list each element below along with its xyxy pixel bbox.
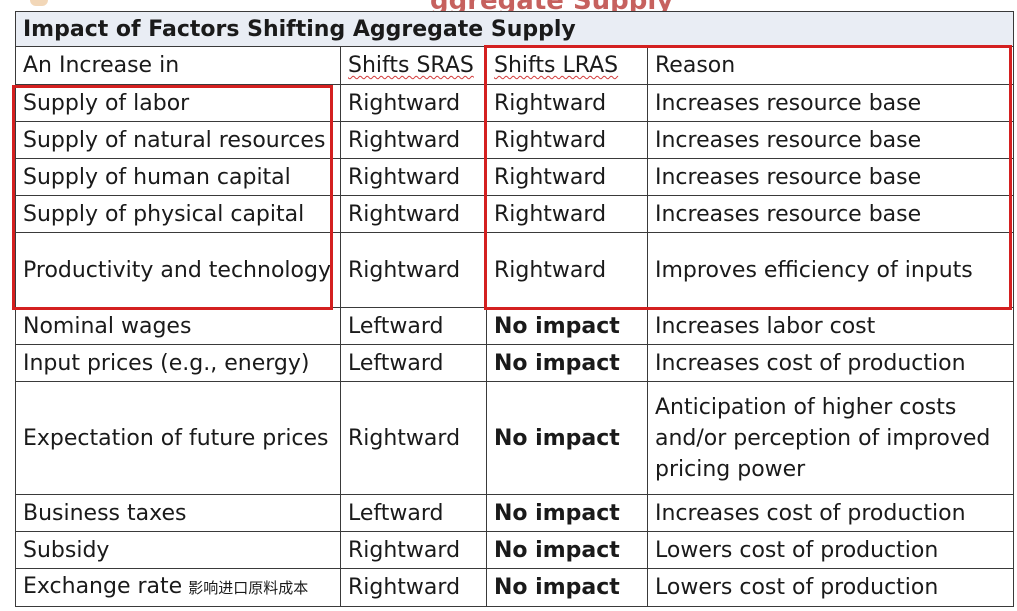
factor-cell: Business taxes [15,494,341,532]
sras-cell: Rightward [340,84,487,122]
table-row: Productivity and technology Rightward Ri… [15,232,1014,308]
lras-cell: No impact [486,568,648,607]
table-row: Nominal wages Leftward No impact Increas… [15,307,1014,345]
table-row: Supply of physical capital Rightward Rig… [15,195,1014,233]
factor-cell: Exchange rate 影响进口原料成本 [15,568,341,607]
factor-cell: Nominal wages [15,307,341,345]
lras-cell: Rightward [486,121,648,159]
reason-cell: Increases cost of production [647,494,1014,532]
lras-cell: No impact [486,344,648,382]
header-reason: Reason [647,46,1014,85]
table-row: Exchange rate 影响进口原料成本 Rightward No impac… [15,568,1014,607]
sras-cell: Rightward [340,568,487,607]
sras-cell: Rightward [340,121,487,159]
table-row: Input prices (e.g., energy) Leftward No … [15,344,1014,382]
factor-cell: Supply of physical capital [15,195,341,233]
table-row: Expectation of future prices Rightward N… [15,381,1014,495]
lras-cell: Rightward [486,158,648,196]
factor-cell: Expectation of future prices [15,381,341,495]
lras-cell: No impact [486,494,648,532]
factor-cell: Supply of human capital [15,158,341,196]
sras-cell: Rightward [340,232,487,308]
table-row: Supply of natural resources Rightward Ri… [15,121,1014,159]
sras-cell: Leftward [340,494,487,532]
sras-cell: Rightward [340,158,487,196]
reason-cell: Increases labor cost [647,307,1014,345]
logo-icon [30,0,48,6]
lras-cell: No impact [486,381,648,495]
factor-cell: Supply of natural resources [15,121,341,159]
reason-cell: Anticipation of higher costs and/or perc… [647,381,1014,495]
reason-cell: Increases resource base [647,121,1014,159]
lras-cell: Rightward [486,232,648,308]
sras-cell: Rightward [340,195,487,233]
reason-cell: Improves efficiency of inputs [647,232,1014,308]
header-lras-label: Shifts LRAS [494,53,619,78]
table-header-row: An Increase in Shifts SRAS Shifts LRAS R… [15,46,1014,85]
factor-cell: Supply of labor [15,84,341,122]
reason-cell: Increases resource base [647,84,1014,122]
lras-cell: Rightward [486,84,648,122]
header-sras-label: Shifts SRAS [348,53,474,78]
table-row: Supply of labor Rightward Rightward Incr… [15,84,1014,122]
sras-cell: Leftward [340,344,487,382]
sras-cell: Rightward [340,381,487,495]
table-row: Business taxes Leftward No impact Increa… [15,494,1014,532]
reason-cell: Lowers cost of production [647,568,1014,607]
reason-cell: Increases cost of production [647,344,1014,382]
sras-cell: Leftward [340,307,487,345]
header-factor: An Increase in [15,46,341,85]
factor-cell: Subsidy [15,531,341,569]
lras-cell: Rightward [486,195,648,233]
factor-note: 影响进口原料成本 [188,579,309,597]
reason-cell: Increases resource base [647,158,1014,196]
table-row: Supply of human capital Rightward Rightw… [15,158,1014,196]
factor-label: Exchange rate [23,574,183,599]
sras-cell: Rightward [340,531,487,569]
lras-cell: No impact [486,307,648,345]
reason-cell: Increases resource base [647,195,1014,233]
header-lras: Shifts LRAS [486,46,648,85]
reason-cell: Lowers cost of production [647,531,1014,569]
aggregate-supply-table: Impact of Factors Shifting Aggregate Sup… [15,11,1014,607]
table-title: Impact of Factors Shifting Aggregate Sup… [15,11,1014,47]
table-row: Subsidy Rightward No impact Lowers cost … [15,531,1014,569]
lras-cell: No impact [486,531,648,569]
factor-cell: Input prices (e.g., energy) [15,344,341,382]
factor-cell: Productivity and technology [15,232,341,308]
header-sras: Shifts SRAS [340,46,487,85]
